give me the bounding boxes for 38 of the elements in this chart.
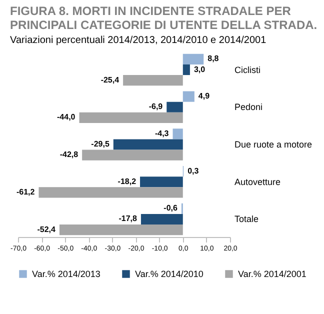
y-tick-label: Autovetture	[234, 176, 281, 187]
data-label: -25,4	[100, 75, 120, 84]
bar	[182, 54, 204, 64]
y-tick-label: Due ruote a motore	[234, 140, 312, 150]
y-tick-label: Ciclisti	[234, 64, 260, 75]
data-label: -44,0	[57, 112, 76, 122]
y-tick-label: Pedoni	[234, 102, 263, 112]
legend-label: Var.% 2014/2010	[135, 269, 204, 279]
y-tick-label: Totale	[234, 214, 259, 224]
data-label: 0,3	[188, 166, 200, 176]
bar	[140, 176, 183, 188]
bar	[113, 139, 183, 150]
bar	[172, 128, 183, 140]
bar	[182, 91, 194, 102]
bar	[59, 224, 183, 236]
bar	[123, 75, 183, 86]
data-label: -18,2	[118, 176, 137, 186]
data-label: -61,2	[16, 187, 36, 196]
data-label: 4,9	[198, 92, 210, 101]
chart-title: FIGURA 8. MORTI IN INCIDENTE STRADALE PER PRINCIPALI CATEGORIE DI UTENTE DELLA STRADA.	[10, 4, 318, 32]
bar	[166, 102, 183, 112]
bar	[38, 187, 183, 198]
data-label: 8,8	[208, 54, 220, 64]
data-label: -6,9	[148, 102, 164, 112]
bar	[79, 112, 183, 124]
data-label: -42,8	[60, 150, 79, 160]
data-label: -29,5	[91, 140, 110, 148]
bar	[182, 64, 190, 76]
data-label: -52,4	[37, 224, 56, 234]
bar	[82, 150, 183, 160]
legend-label: Var.% 2014/2013	[32, 269, 100, 279]
chart-subtitle: Variazioni percentuali 2014/2013, 2014/2010 e 2014/2001	[10, 35, 267, 46]
bar	[140, 214, 183, 225]
data-label: -0,6	[164, 204, 178, 213]
data-label: 3,0	[194, 64, 206, 74]
legend-label: Var.% 2014/2001	[238, 269, 306, 279]
data-label: -17,8	[118, 214, 138, 224]
data-label: -4,3	[154, 128, 170, 138]
